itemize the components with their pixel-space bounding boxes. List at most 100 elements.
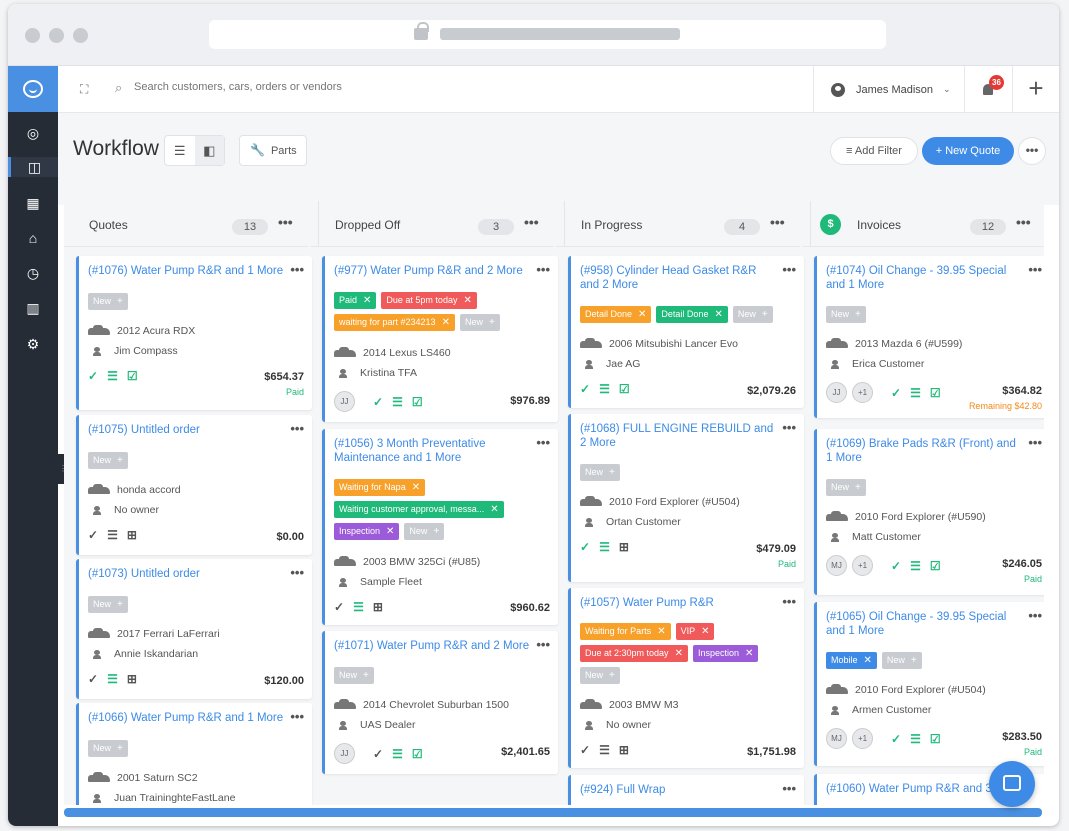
card-title[interactable]: (#1060) Water Pump R&R and 3 More xyxy=(826,783,1022,795)
tag[interactable]: Waiting for Napa ✕ xyxy=(334,479,426,496)
tag[interactable]: VIP ✕ xyxy=(675,623,715,640)
reports-icon[interactable]: ▥ xyxy=(26,300,40,316)
workflow-icon[interactable]: ◫ xyxy=(8,157,58,177)
address-bar[interactable] xyxy=(209,20,886,49)
garage-icon[interactable]: ⌂ xyxy=(28,230,38,246)
tag[interactable]: Mobile ✕ xyxy=(826,652,877,669)
card-more-icon[interactable]: ••• xyxy=(536,637,550,652)
check-icon[interactable]: ✓ xyxy=(334,600,345,614)
calendar-check-icon[interactable]: ☑ xyxy=(929,731,941,746)
column-more-icon[interactable]: ••• xyxy=(278,214,293,230)
card-title[interactable]: (#1075) Untitled order xyxy=(88,424,200,436)
checklist-icon[interactable]: ☰ xyxy=(392,394,403,409)
user-menu[interactable]: James Madison ⌄ xyxy=(813,66,964,113)
check-icon[interactable]: ✓ xyxy=(373,746,384,761)
order-card[interactable]: (#1076) Water Pump R&R and 1 More ••• Ne… xyxy=(76,256,312,410)
checklist-icon[interactable]: ☰ xyxy=(599,743,610,757)
new-tag[interactable]: New + xyxy=(826,306,866,323)
calendar-add-icon[interactable]: ⊞ xyxy=(618,743,629,757)
card-more-icon[interactable]: ••• xyxy=(782,781,796,796)
chat-launcher-button[interactable] xyxy=(989,761,1035,807)
card-title[interactable]: (#1066) Water Pump R&R and 1 More xyxy=(88,712,284,724)
tag[interactable]: Due at 2:30pm today ✕ xyxy=(580,645,688,662)
new-tag[interactable]: New + xyxy=(580,464,620,481)
tag[interactable]: Detail Done ✕ xyxy=(656,306,728,323)
checklist-icon[interactable]: ☰ xyxy=(392,746,403,761)
assignee-avatar[interactable]: MJ xyxy=(826,555,847,576)
column-more-icon[interactable]: ••• xyxy=(524,214,539,230)
calendar-check-icon[interactable]: ☑ xyxy=(618,382,630,396)
card-title[interactable]: (#1074) Oil Change - 39.95 Special and 1… xyxy=(826,265,1007,291)
checklist-icon[interactable]: ☰ xyxy=(107,369,118,383)
new-tag[interactable]: New + xyxy=(88,452,128,469)
check-icon[interactable]: ✓ xyxy=(891,385,902,400)
calendar-add-icon[interactable]: ⊞ xyxy=(126,672,137,686)
new-tag[interactable]: New + xyxy=(88,596,128,613)
new-tag[interactable]: New + xyxy=(826,479,866,496)
checklist-icon[interactable]: ☰ xyxy=(107,672,118,686)
card-more-icon[interactable]: ••• xyxy=(290,709,304,724)
search-input[interactable] xyxy=(134,81,434,93)
order-card[interactable]: (#1071) Water Pump R&R and 2 More ••• Ne… xyxy=(322,631,558,774)
calendar-add-icon[interactable]: ⊞ xyxy=(126,528,137,542)
check-icon[interactable]: ✓ xyxy=(88,528,99,542)
checklist-icon[interactable]: ☰ xyxy=(107,528,118,542)
horizontal-scrollbar[interactable] xyxy=(64,808,1042,817)
checklist-icon[interactable]: ☰ xyxy=(599,382,610,396)
new-tag[interactable]: New + xyxy=(881,652,922,669)
window-close-dot[interactable] xyxy=(25,28,40,43)
dashboard-icon[interactable]: ◎ xyxy=(26,125,40,141)
tag[interactable]: Due at 5pm today ✕ xyxy=(381,292,477,309)
order-card[interactable]: (#1073) Untitled order ••• New + 2017 Fer… xyxy=(76,559,312,699)
new-tag[interactable]: New + xyxy=(459,314,500,331)
tag[interactable]: waiting for part #234213 ✕ xyxy=(334,314,455,331)
new-tag[interactable]: New + xyxy=(88,293,128,310)
column-more-icon[interactable]: ••• xyxy=(1016,214,1031,230)
assignee-avatar[interactable]: JJ xyxy=(826,382,847,403)
card-more-icon[interactable]: ••• xyxy=(782,420,796,435)
more-options-button[interactable]: ••• xyxy=(1018,137,1046,165)
check-icon[interactable]: ✓ xyxy=(580,382,591,396)
check-icon[interactable]: ✓ xyxy=(580,540,591,554)
tag[interactable]: Paid ✕ xyxy=(334,292,377,309)
card-more-icon[interactable]: ••• xyxy=(290,262,304,277)
more-assignees[interactable]: +1 xyxy=(852,382,873,403)
tag[interactable]: Inspection ✕ xyxy=(334,523,400,540)
order-card[interactable]: (#1069) Brake Pads R&R (Front) and 1 Mor… xyxy=(814,429,1044,595)
order-card[interactable]: (#1074) Oil Change - 39.95 Special and 1… xyxy=(814,256,1044,418)
card-more-icon[interactable]: ••• xyxy=(536,435,550,450)
new-tag[interactable]: New + xyxy=(88,740,128,757)
order-card[interactable]: (#1057) Water Pump R&R ••• Waiting for P… xyxy=(568,588,804,768)
order-card[interactable]: (#1075) Untitled order ••• New + honda ac… xyxy=(76,415,312,555)
settings-icon[interactable]: ⚙ xyxy=(26,336,40,352)
card-title[interactable]: (#1057) Water Pump R&R xyxy=(580,597,714,609)
assignee-avatar[interactable]: JJ xyxy=(334,391,355,412)
checklist-icon[interactable]: ☰ xyxy=(353,600,364,614)
list-view-button[interactable]: ☰ xyxy=(173,143,186,158)
window-maximize-dot[interactable] xyxy=(73,28,88,43)
card-more-icon[interactable]: ••• xyxy=(536,262,550,277)
calendar-add-icon[interactable]: ⊞ xyxy=(372,600,383,614)
expand-icon[interactable]: ⛶ xyxy=(80,82,89,96)
column-more-icon[interactable]: ••• xyxy=(770,214,785,230)
assignee-avatar[interactable]: JJ xyxy=(334,743,355,764)
board-view-button[interactable]: ◧ xyxy=(194,136,224,165)
check-icon[interactable]: ✓ xyxy=(580,743,591,757)
checklist-icon[interactable]: ☰ xyxy=(910,385,921,400)
tag[interactable]: Waiting for Parts ✕ xyxy=(580,623,671,640)
order-card[interactable]: (#1065) Oil Change - 39.95 Special and 1… xyxy=(814,602,1044,766)
order-card[interactable]: (#958) Cylinder Head Gasket R&R and 2 Mo… xyxy=(568,256,804,408)
window-minimize-dot[interactable] xyxy=(49,28,64,43)
card-title[interactable]: (#1071) Water Pump R&R and 2 More xyxy=(334,640,530,652)
card-more-icon[interactable]: ••• xyxy=(782,594,796,609)
calendar-check-icon[interactable]: ☑ xyxy=(929,558,941,573)
new-quote-button[interactable]: + New Quote xyxy=(922,137,1014,165)
tag[interactable]: Detail Done ✕ xyxy=(580,306,652,323)
card-more-icon[interactable]: ••• xyxy=(290,421,304,436)
check-icon[interactable]: ✓ xyxy=(891,731,902,746)
calendar-check-icon[interactable]: ☑ xyxy=(411,394,423,409)
more-assignees[interactable]: +1 xyxy=(852,728,873,749)
clock-icon[interactable]: ◷ xyxy=(26,265,40,281)
checklist-icon[interactable]: ☰ xyxy=(910,731,921,746)
card-title[interactable]: (#977) Water Pump R&R and 2 More xyxy=(334,265,523,277)
